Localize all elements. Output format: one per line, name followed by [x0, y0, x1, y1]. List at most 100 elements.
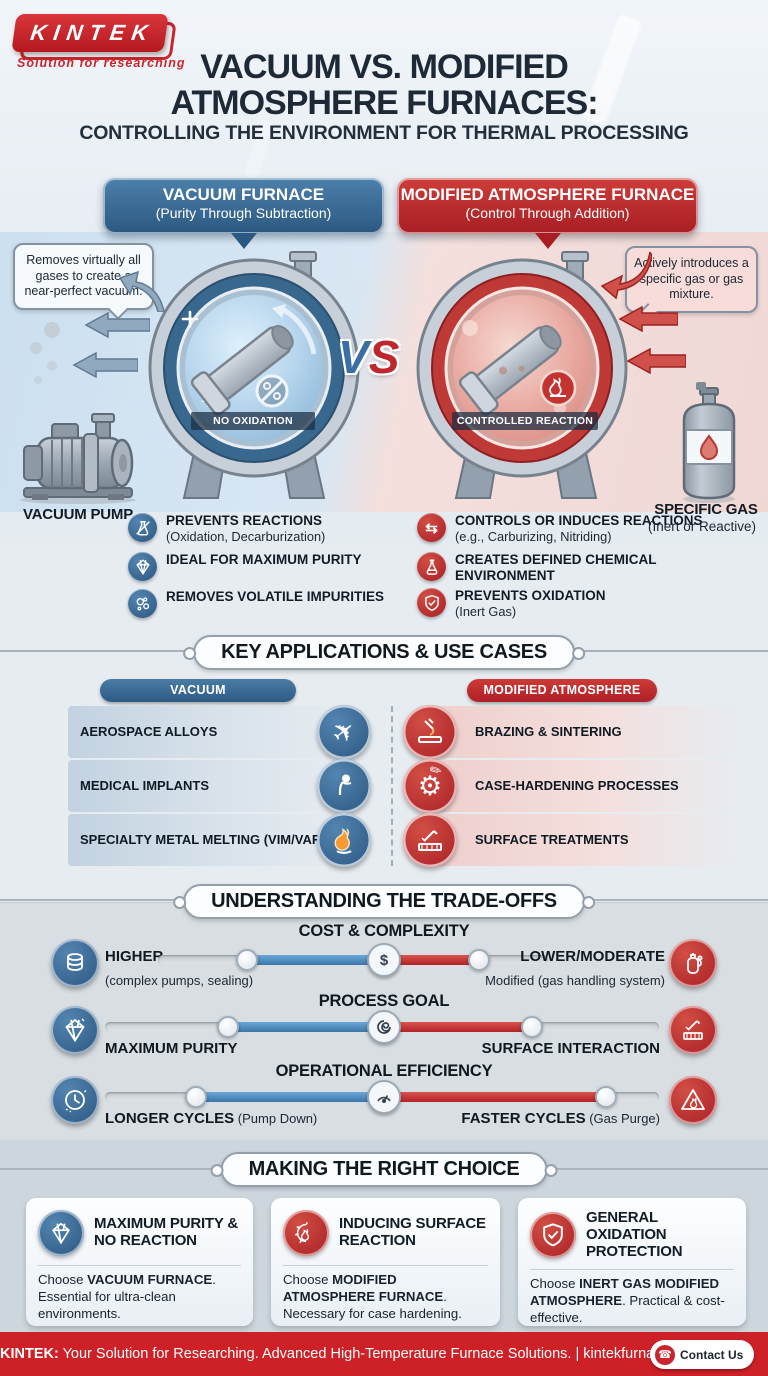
modified-banner-subtitle: (Control Through Addition) [465, 205, 630, 222]
tradeoffs-section-header: UNDERSTANDING THE TRADE-OFFS [173, 884, 595, 919]
divider-line [0, 899, 196, 901]
page-title-line2: ATMOSPHERE FURNACES: [170, 84, 598, 122]
slider-knob-red[interactable] [468, 949, 490, 971]
vs-divider: VS [338, 331, 400, 383]
brazing-torch-icon [403, 705, 457, 759]
card-divider [530, 1269, 734, 1271]
application-row: SPECIALTY METAL MELTING (VIM/VAR) [68, 814, 344, 866]
process-goal-slider[interactable] [105, 1010, 659, 1044]
slider-title-efficiency: OPERATIONAL EFFICIENCY [275, 1062, 493, 1080]
gas-handling-icon [669, 939, 717, 987]
slider-blue-segment [196, 1092, 384, 1102]
card-divider [38, 1265, 241, 1266]
slider-knob-blue[interactable] [236, 949, 258, 971]
applications-section-header: KEY APPLICATIONS & USE CASES [183, 635, 585, 670]
slider-red-segment [384, 1092, 606, 1102]
modified-atmosphere-banner: MODIFIED ATMOSPHERE FURNACE (Control Thr… [397, 178, 698, 249]
slider-red-segment [384, 955, 479, 965]
slider-knob-blue[interactable] [217, 1016, 239, 1038]
gas-in-arrow [618, 306, 678, 332]
warning-flame-icon [669, 1076, 717, 1124]
slider-title-process: PROCESS GOAL [318, 992, 450, 1010]
choices-section-header: MAKING THE RIGHT CHOICE [210, 1152, 558, 1187]
gauge-icon [367, 1080, 401, 1114]
modified-feature-item: PREVENTS OXIDATION (Inert Gas) [417, 588, 752, 619]
choice-card-purity: MAXIMUM PURITY & NO REACTION Choose VACU… [26, 1198, 253, 1326]
footer-text: KINTEK: Your Solution for Researching. A… [0, 1346, 701, 1362]
choice-card-surface: INDUCING SURFACE REACTION Choose MODIFIE… [271, 1198, 500, 1326]
page-subtitle: CONTROLLING THE ENVIRONMENT FOR THERMAL … [79, 122, 689, 144]
cost-right-label: LOWER/MODERATE [520, 948, 665, 965]
modified-chamber-label: CONTROLLED REACTION [452, 412, 598, 430]
card-divider [283, 1265, 488, 1266]
kintek-logo: KINTEK [11, 14, 169, 52]
gear-pencil-icon: ⚙ ✎ [403, 759, 457, 813]
efficiency-slider[interactable] [105, 1080, 659, 1114]
vacuum-furnace-banner: VACUUM FURNACE (Purity Through Subtracti… [103, 178, 384, 249]
cost-left-sublabel: (complex pumps, sealing) [105, 973, 254, 988]
footer-bar: KINTEK: Your Solution for Researching. A… [0, 1332, 768, 1376]
modified-banner-title: MODIFIED ATMOSPHERE FURNACE [400, 185, 695, 204]
slider-knob-red[interactable] [595, 1086, 617, 1108]
vacuum-feature-item: IDEAL FOR MAXIMUM PURITY [128, 552, 408, 581]
vacuum-up-arrow [120, 270, 165, 312]
application-row: AEROSPACE ALLOYS [68, 706, 344, 758]
gas-down-arrow [600, 252, 652, 300]
slider-blue-segment [228, 1022, 384, 1032]
cost-slider[interactable]: $ [158, 943, 548, 977]
slider-red-segment [384, 1022, 532, 1032]
diamond-icon [38, 1210, 84, 1256]
slider-title-cost: COST & COMPLEXITY [298, 922, 470, 940]
slider-knob-blue[interactable] [185, 1086, 207, 1108]
modified-callout: Actively introduces a specific gas or ga… [625, 246, 758, 323]
application-row: MEDICAL IMPLANTS [68, 760, 344, 812]
contact-us-label: Contact Us [680, 1347, 744, 1362]
process-left-label: MAXIMUM PURITY [105, 1040, 238, 1057]
shield-check-icon [417, 588, 446, 617]
diamond-icon [128, 552, 157, 581]
efficiency-right-label: FASTER CYCLES (Gas Purge) [461, 1110, 660, 1127]
cost-right-sublabel: Modified (gas handling system) [485, 973, 665, 988]
steam-puffs [30, 322, 60, 384]
modified-feature-item: ⇆ CONTROLS OR INDUCES REACTIONS (e.g., Ca… [417, 513, 752, 544]
phone-icon: ☎ [655, 1344, 675, 1365]
modified-feature-item: CREATES DEFINED CHEMICAL ENVIRONMENT [417, 552, 752, 583]
no-reaction-icon [128, 513, 157, 542]
gas-in-arrow [626, 348, 686, 374]
efficiency-left-label: LONGER CYCLES (Pump Down) [105, 1110, 318, 1127]
vacuum-out-arrow [72, 352, 138, 378]
vacuum-pump-label: VACUUM PUMP [22, 506, 134, 523]
vacuum-chamber-label: NO OXIDATION [191, 412, 315, 430]
implant-icon [317, 759, 371, 813]
kintek-logo-text: KINTEK [28, 20, 157, 45]
gas-cylinder-illustration [682, 382, 736, 503]
divider-line [0, 650, 208, 652]
purity-diamond-icon [51, 1006, 99, 1054]
coins-icon [51, 939, 99, 987]
vacuum-out-arrow [84, 312, 150, 338]
modified-column-badge: MODIFIED ATMOSPHERE [467, 679, 657, 702]
slider-knob-red[interactable] [521, 1016, 543, 1038]
specific-gas-label: SPECIFIC GAS [654, 501, 758, 518]
no-oxidation-icon [255, 374, 289, 408]
divider-line [536, 1168, 768, 1170]
divider-line [560, 650, 768, 652]
surface-interaction-icon [669, 1006, 717, 1054]
vacuum-banner-subtitle: (Purity Through Subtraction) [155, 205, 332, 222]
specific-gas-sublabel: (Inert or Reactive) [647, 519, 757, 534]
contact-us-button[interactable]: ☎ Contact Us [650, 1340, 755, 1369]
gear-flame-icon [283, 1210, 329, 1256]
divider-line [0, 1168, 232, 1170]
cycle-arrows-icon: ⇆ [417, 513, 446, 542]
shield-check-icon [530, 1212, 576, 1259]
vacuum-pump-illustration [20, 413, 136, 504]
controlled-reaction-icon [539, 369, 577, 407]
application-row: BRAZING & SINTERING [430, 706, 738, 758]
cost-left-label: HIGHER [105, 948, 164, 965]
surface-treatment-icon [403, 813, 457, 867]
divider-line [572, 899, 768, 901]
column-divider [391, 706, 393, 866]
vacuum-column-badge: VACUUM [100, 679, 296, 702]
dollar-icon: $ [367, 943, 401, 977]
page-title-line1: VACUUM VS. MODIFIED [200, 48, 569, 86]
